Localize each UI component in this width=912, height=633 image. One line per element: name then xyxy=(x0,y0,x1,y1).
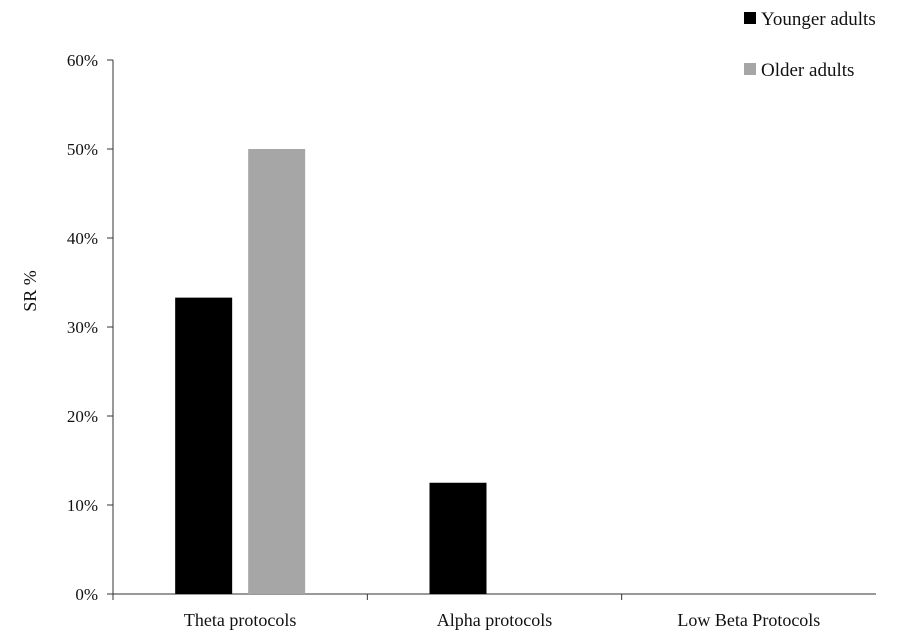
x-category-label: Theta protocols xyxy=(184,610,296,630)
y-axis: 0% 10% 20% 30% 40% 50% 60% xyxy=(67,51,114,604)
y-tick-label: 20% xyxy=(67,407,98,426)
y-tick-label: 60% xyxy=(67,51,98,70)
y-tick-label: 40% xyxy=(67,229,98,248)
x-category-label: Alpha protocols xyxy=(437,610,552,630)
y-tick-label: 50% xyxy=(67,140,98,159)
bar xyxy=(248,149,306,594)
legend-label: Younger adults xyxy=(761,9,876,30)
legend: Younger adults Older adults xyxy=(744,9,876,81)
y-tick-label: 30% xyxy=(67,318,98,337)
legend-label: Older adults xyxy=(761,60,854,81)
legend-swatch xyxy=(744,63,756,75)
y-tick-label: 10% xyxy=(67,496,98,515)
bar xyxy=(175,297,233,594)
legend-swatch xyxy=(744,12,756,24)
y-tick-label: 0% xyxy=(75,585,98,604)
x-axis: Theta protocols Alpha protocols Low Beta P… xyxy=(112,593,876,630)
bar xyxy=(429,482,487,594)
x-category-label: Low Beta Protocols xyxy=(677,610,820,630)
bars xyxy=(175,149,487,594)
y-axis-label: SR % xyxy=(20,270,40,312)
